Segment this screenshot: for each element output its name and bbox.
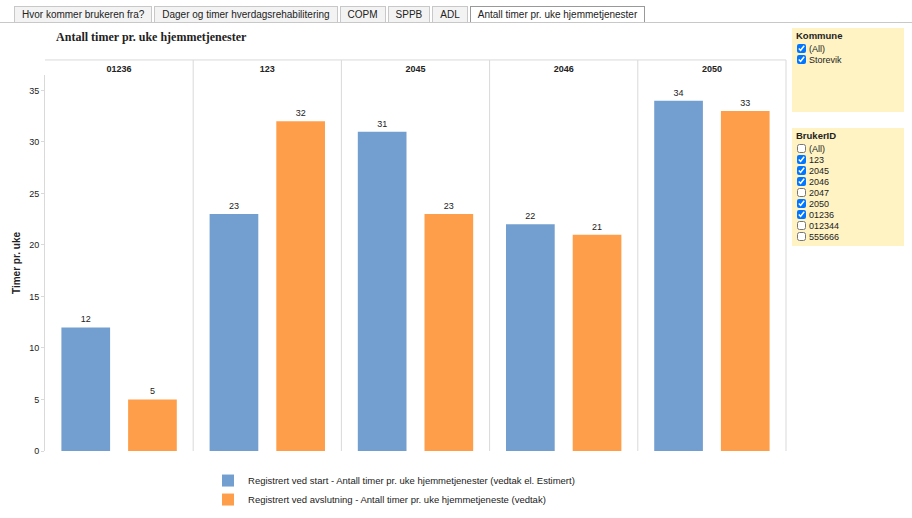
- svg-text:Registrert ved avslutning - An: Registrert ved avslutning - Antall timer…: [248, 494, 546, 505]
- svg-text:31: 31: [377, 119, 387, 129]
- html-text:2045: 2045: [809, 165, 829, 176]
- html-text:555666: 555666: [809, 231, 839, 242]
- html-text:COPM: COPM: [347, 9, 378, 20]
- svg-text:2050: 2050: [702, 64, 722, 74]
- svg-text:22: 22: [525, 211, 535, 221]
- svg-text:30: 30: [29, 137, 39, 147]
- svg-text:2046: 2046: [554, 64, 574, 74]
- html-text:SPPB: SPPB: [395, 9, 423, 20]
- svg-text:Antall timer pr. uke hjemmetje: Antall timer pr. uke hjemmetjenester: [56, 30, 247, 44]
- svg-text:23: 23: [444, 201, 454, 211]
- svg-text:01236: 01236: [107, 64, 132, 74]
- svg-text:5: 5: [34, 395, 39, 405]
- svg-text:34: 34: [674, 88, 684, 98]
- html-text:ADL: ADL: [440, 9, 460, 20]
- svg-text:25: 25: [29, 189, 39, 199]
- svg-text:5: 5: [150, 386, 155, 396]
- svg-text:123: 123: [260, 64, 275, 74]
- svg-text:10: 10: [29, 343, 39, 353]
- html-text:012344: 012344: [809, 220, 839, 231]
- svg-text:0: 0: [34, 446, 39, 456]
- svg-text:21: 21: [592, 222, 602, 232]
- svg-text:Registrert ved start - Antall: Registrert ved start - Antall timer pr. …: [248, 475, 575, 486]
- svg-text:35: 35: [29, 86, 39, 96]
- svg-text:32: 32: [296, 108, 306, 118]
- svg-text:15: 15: [29, 292, 39, 302]
- html-text:Kommune: Kommune: [796, 30, 843, 41]
- svg-text:20: 20: [29, 240, 39, 250]
- html-text:Storevik: Storevik: [809, 54, 842, 65]
- html-text:2047: 2047: [809, 187, 829, 198]
- html-text:Dager og timer hverdagsrehabil: Dager og timer hverdagsrehabilitering: [162, 9, 330, 20]
- html-text:Hvor kommer brukeren fra?: Hvor kommer brukeren fra?: [22, 9, 145, 20]
- html-text:(All): (All): [809, 143, 825, 154]
- html-text:2050: 2050: [809, 198, 829, 209]
- html-text:Antall timer pr. uke hjemmetje: Antall timer pr. uke hjemmetjenester: [477, 9, 638, 20]
- svg-text:2045: 2045: [405, 64, 425, 74]
- html-text:123: 123: [809, 154, 824, 165]
- svg-text:33: 33: [740, 98, 750, 108]
- svg-text:23: 23: [229, 201, 239, 211]
- html-text:01236: 01236: [809, 209, 834, 220]
- html-text:(All): (All): [809, 43, 825, 54]
- html-text:BrukerID: BrukerID: [796, 130, 837, 141]
- svg-text:Timer pr. uke: Timer pr. uke: [11, 232, 22, 295]
- svg-text:12: 12: [81, 314, 91, 324]
- html-text:2046: 2046: [809, 176, 829, 187]
